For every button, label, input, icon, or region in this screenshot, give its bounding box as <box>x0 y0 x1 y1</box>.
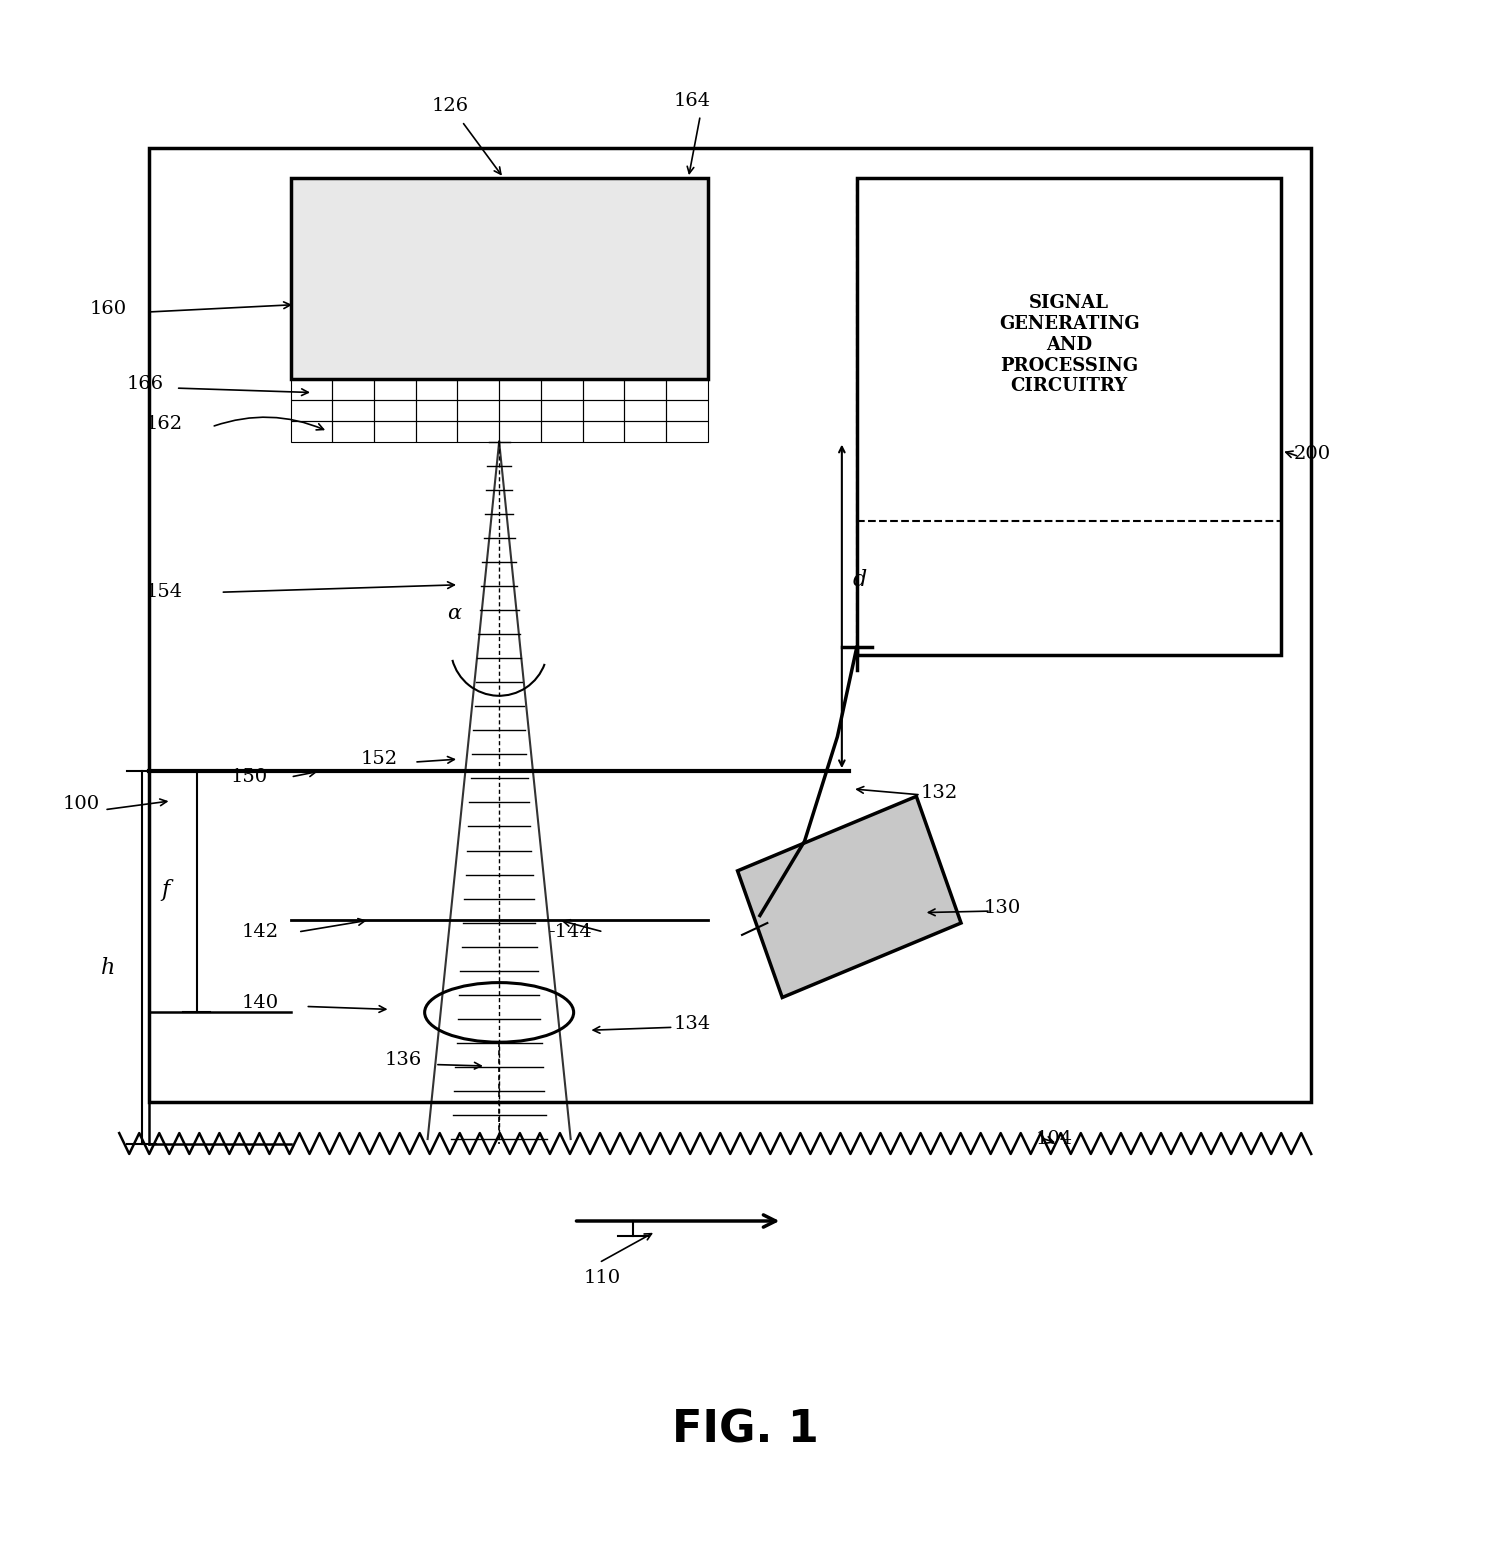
Text: 132: 132 <box>921 785 958 802</box>
Text: 162: 162 <box>146 415 183 433</box>
Text: 110: 110 <box>584 1269 621 1286</box>
Text: 164: 164 <box>673 91 711 110</box>
Text: -144: -144 <box>548 923 592 941</box>
Polygon shape <box>291 178 708 379</box>
Text: 100: 100 <box>63 794 100 813</box>
Text: α: α <box>447 604 460 622</box>
Polygon shape <box>738 796 961 997</box>
Text: 200: 200 <box>1293 444 1331 463</box>
Text: FIG. 1: FIG. 1 <box>672 1409 818 1450</box>
Text: 150: 150 <box>231 768 268 786</box>
Text: f: f <box>161 879 170 901</box>
Text: d: d <box>852 570 867 591</box>
Text: 134: 134 <box>673 1015 711 1034</box>
Text: 136: 136 <box>384 1051 422 1070</box>
Text: 142: 142 <box>241 923 279 941</box>
Text: h: h <box>101 957 116 978</box>
Text: 154: 154 <box>146 584 183 601</box>
Text: 166: 166 <box>127 375 164 393</box>
Text: 152: 152 <box>361 751 398 768</box>
Text: 130: 130 <box>983 899 1021 916</box>
Text: 140: 140 <box>241 994 279 1012</box>
Text: SIGNAL
GENERATING
AND
PROCESSING
CIRCUITRY: SIGNAL GENERATING AND PROCESSING CIRCUIT… <box>998 294 1140 395</box>
Text: 126: 126 <box>432 98 469 116</box>
Text: 160: 160 <box>89 300 127 319</box>
Text: 104: 104 <box>1036 1130 1073 1149</box>
